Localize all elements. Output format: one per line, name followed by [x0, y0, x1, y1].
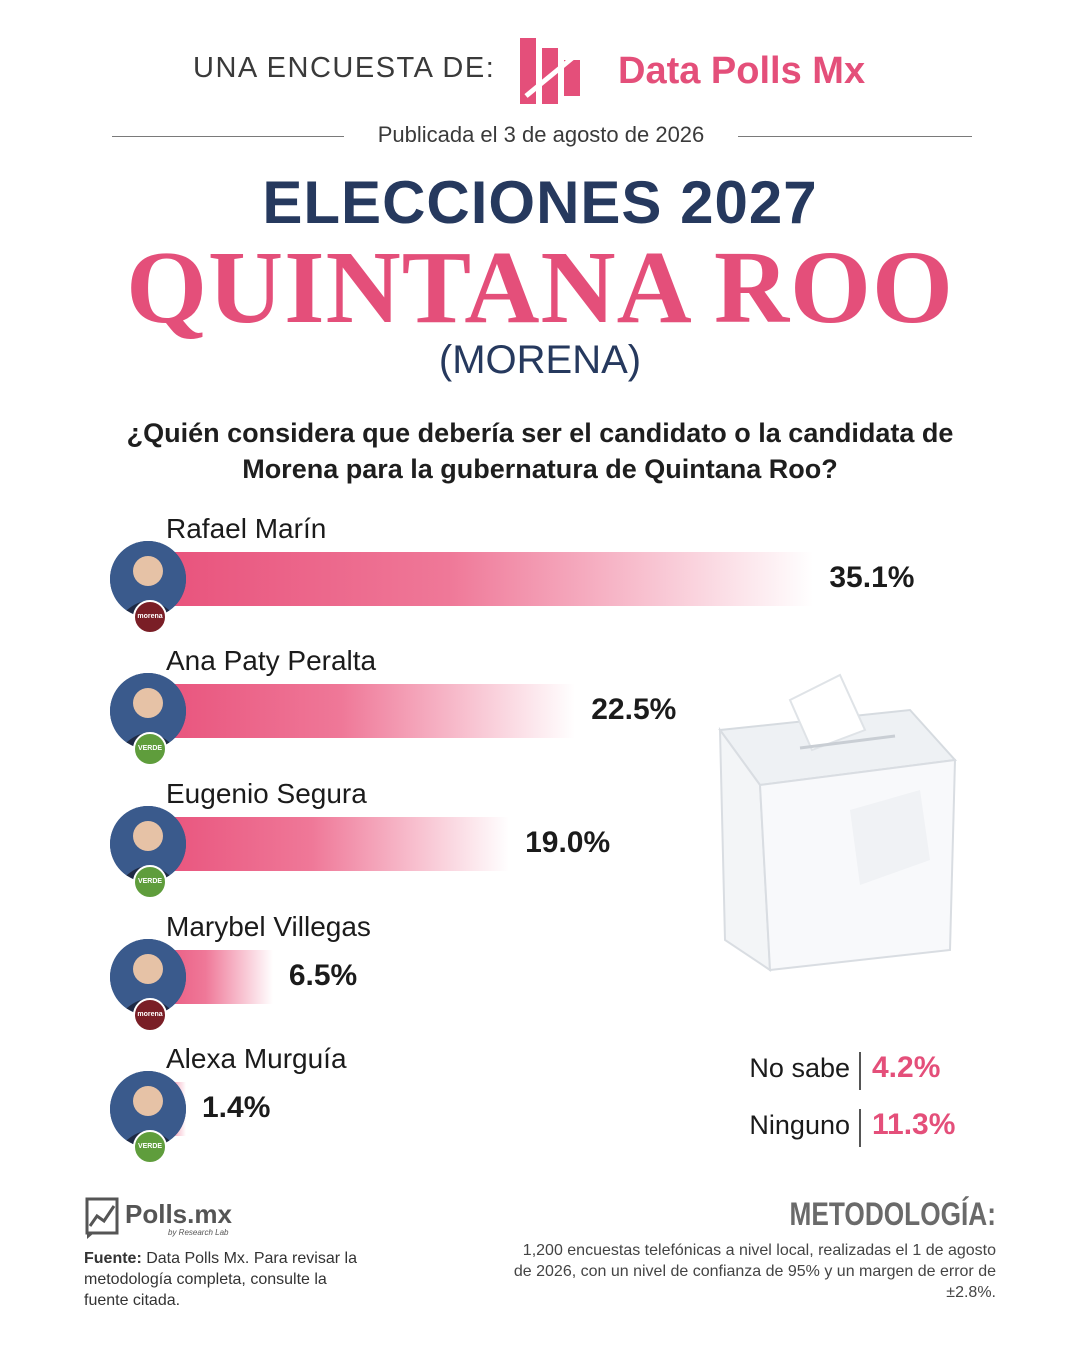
survey-question: ¿Quién considera que debería ser el cand…	[126, 418, 954, 484]
state-title: QUINTANA ROO	[126, 230, 954, 345]
no-sabe-label: No sabe	[749, 1053, 850, 1083]
data-polls-logo-icon	[520, 38, 584, 104]
source-note: Fuente: Data Polls Mx. Para revisar la m…	[84, 1248, 374, 1311]
source-text: Data Polls Mx. Para revisar la metodolog…	[84, 1250, 357, 1309]
bar	[150, 817, 510, 871]
survey-by-label: UNA ENCUESTA DE:	[193, 52, 496, 84]
ballot-box-image	[718, 673, 958, 972]
polls-mx-subtitle: by Research Lab	[168, 1228, 229, 1237]
candidate-name: Marybel Villegas	[166, 911, 371, 942]
party-badge-icon: morena	[133, 998, 167, 1032]
bar-value-label: 35.1%	[829, 561, 915, 594]
candidate-name: Ana Paty Peralta	[166, 645, 377, 676]
methodology-text: 1,200 encuestas telefónicas a nivel loca…	[513, 1242, 996, 1301]
divider-left	[112, 136, 344, 137]
divider-right	[738, 136, 972, 137]
bar	[150, 552, 814, 606]
candidate-name: Eugenio Segura	[166, 778, 367, 809]
candidate-name: Rafael Marín	[166, 513, 327, 544]
ninguno-value: 11.3%	[872, 1108, 956, 1141]
party-badge-icon: VERDE	[133, 865, 167, 899]
ninguno-label: Ninguno	[749, 1110, 850, 1140]
bar-value-label: 6.5%	[288, 959, 358, 992]
methodology-title: METODOLOGÍA:	[789, 1196, 996, 1232]
source-label: Fuente:	[84, 1250, 142, 1267]
party-subtitle: (MORENA)	[438, 338, 642, 382]
candidate-name: Alexa Murguía	[166, 1043, 347, 1074]
party-badge-icon: morena	[133, 600, 167, 634]
published-date: Publicada el 3 de agosto de 2026	[377, 122, 705, 147]
no-sabe-separator	[859, 1052, 861, 1090]
bar-value-label: 19.0%	[525, 826, 611, 859]
bar	[150, 684, 576, 738]
party-badge-icon: VERDE	[133, 732, 167, 766]
page-title: ELECCIONES 2027	[262, 169, 818, 236]
bar-value-label: 22.5%	[591, 693, 677, 726]
bar-value-label: 1.4%	[202, 1091, 271, 1124]
no-sabe-value: 4.2%	[872, 1051, 941, 1084]
ninguno-separator	[859, 1109, 861, 1147]
brand-name: Data Polls Mx	[618, 50, 866, 92]
party-badge-icon: VERDE	[133, 1130, 167, 1164]
polls-mx-logo-icon	[85, 1197, 119, 1239]
polls-mx-brand: Polls.mx	[125, 1199, 232, 1229]
